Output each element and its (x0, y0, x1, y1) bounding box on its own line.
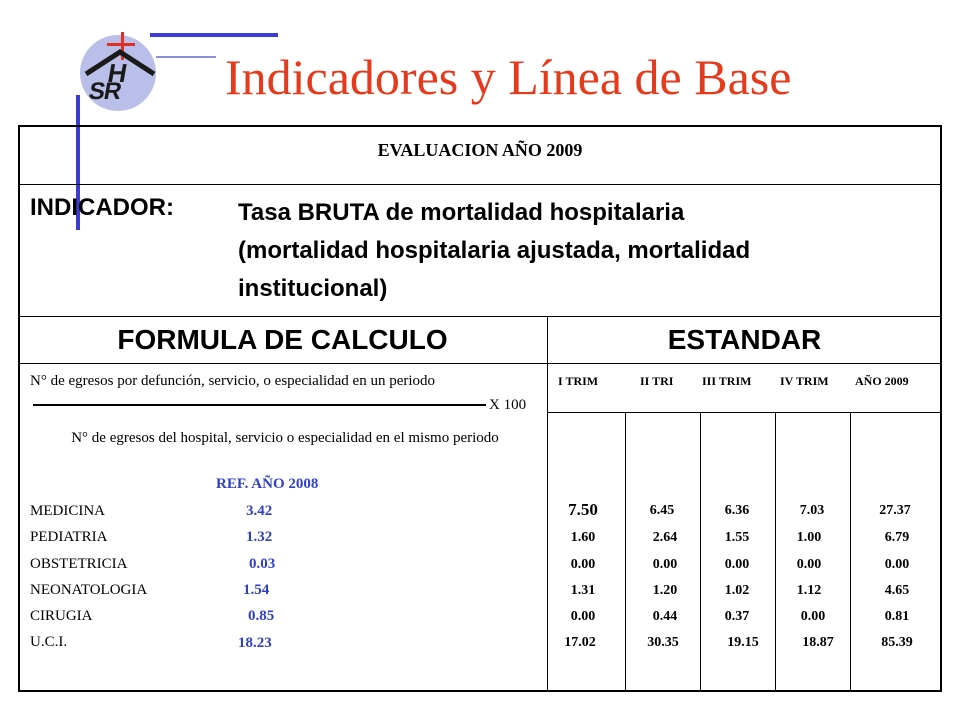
logo-roof-icon (84, 49, 156, 77)
value-trim-4: 1.12 (796, 583, 822, 598)
value-trim-2: 30.35 (647, 635, 679, 650)
indicator-line-2: (mortalidad hospitalaria ajustada, morta… (238, 237, 751, 264)
service-name: CIRUGIA (30, 608, 93, 624)
value-trim-2: 2.64 (652, 530, 678, 545)
service-ref-value: 18.23 (238, 635, 272, 651)
value-trim-3: 0.00 (724, 557, 750, 572)
service-ref-value: 0.03 (249, 556, 276, 572)
value-trim-1: 1.31 (570, 583, 596, 598)
value-trim-3: 6.36 (724, 503, 750, 518)
logo-circle (80, 35, 156, 111)
value-trim-1: 0.00 (570, 609, 596, 624)
value-trim-1: 1.60 (570, 530, 596, 545)
value-trim-3: 1.02 (724, 583, 750, 598)
value-year: 0.00 (884, 557, 910, 572)
service-ref-value: 0.85 (248, 608, 275, 624)
service-name: PEDIATRIA (30, 529, 108, 545)
divider-formula-standard (547, 316, 548, 692)
evaluation-title: EVALUACION AÑO 2009 (377, 140, 583, 160)
indicator-text: Tasa BRUTA de mortalidad hospitalaria (m… (238, 194, 898, 308)
trim-header-5: AÑO 2009 (855, 374, 909, 388)
value-trim-3: 19.15 (727, 635, 759, 650)
reference-year-label: REF. AÑO 2008 (216, 476, 319, 492)
divider-colheads (18, 363, 942, 364)
logo-cross-icon-bar (107, 43, 135, 46)
page-title: Indicadores y Línea de Base (225, 49, 792, 105)
divider-indicator (18, 316, 942, 317)
value-year: 85.39 (881, 635, 913, 650)
value-trim-1: 0.00 (570, 557, 596, 572)
decorative-line-left (76, 95, 80, 230)
indicator-line-3: institucional) (238, 275, 388, 302)
service-ref-value: 1.54 (243, 582, 270, 598)
value-year: 4.65 (884, 583, 910, 598)
value-trim-4: 0.00 (800, 609, 826, 624)
indicator-line-1: Tasa BRUTA de mortalidad hospitalaria (238, 199, 685, 226)
value-trim-4: 18.87 (802, 635, 834, 650)
trim-header-3: III TRIM (702, 374, 752, 388)
divider-trim-1 (625, 412, 626, 692)
value-trim-3: 1.55 (724, 530, 750, 545)
value-trim-1: 17.02 (564, 635, 596, 650)
indicator-table (18, 125, 942, 692)
value-year: 6.79 (884, 530, 910, 545)
fraction-bar (33, 404, 486, 406)
value-trim-1: 7.50 (568, 500, 598, 519)
logo-cross-icon (121, 32, 124, 60)
formula-denominator: N° de egresos del hospital, servicio o e… (71, 430, 499, 446)
service-name: MEDICINA (30, 503, 105, 519)
decorative-line-top (150, 33, 278, 37)
value-trim-2: 6.45 (649, 503, 675, 518)
value-trim-4: 7.03 (799, 503, 825, 518)
trim-header-4: IV TRIM (780, 374, 829, 388)
formula-numerator: N° de egresos por defunción, servicio, o… (30, 373, 436, 389)
divider-trim-heads (547, 412, 942, 413)
service-name: NEONATOLOGIA (30, 582, 148, 598)
value-trim-2: 1.20 (652, 583, 678, 598)
service-ref-value: 3.42 (246, 503, 273, 519)
divider-trim-3 (775, 412, 776, 692)
service-ref-value: 1.32 (246, 529, 273, 545)
logo-letters-sr: SR (86, 78, 123, 105)
decorative-line-top-thin (156, 56, 216, 58)
value-trim-4: 1.00 (796, 530, 822, 545)
value-year: 27.37 (879, 503, 911, 518)
value-year: 0.81 (884, 609, 910, 624)
service-name: U.C.I. (30, 634, 68, 650)
divider-trim-2 (700, 412, 701, 692)
value-trim-4: 0.00 (796, 557, 822, 572)
formula-multiplier: X 100 (489, 397, 527, 413)
trim-header-1: I TRIM (558, 374, 599, 388)
value-trim-3: 0.37 (724, 609, 750, 624)
trim-header-2: II TRI (640, 374, 674, 388)
value-trim-2: 0.00 (652, 557, 678, 572)
service-name: OBSTETRICIA (30, 556, 128, 572)
value-trim-2: 0.44 (652, 609, 678, 624)
divider-eval (18, 184, 942, 185)
standard-column-header: ESTANDAR (667, 324, 822, 355)
formula-column-header: FORMULA DE CALCULO (117, 324, 448, 355)
indicator-label: INDICADOR: (30, 194, 174, 221)
divider-trim-4 (850, 412, 851, 692)
